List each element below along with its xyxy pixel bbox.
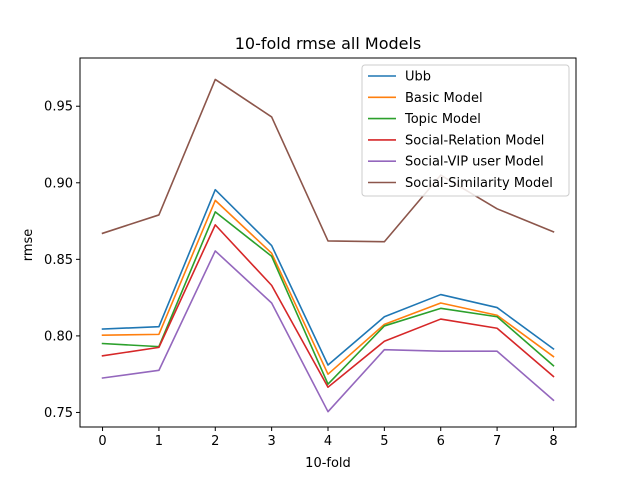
x-axis-label: 10-fold bbox=[305, 456, 351, 471]
legend: Ubb Basic Model Topic Model Social-Relation… bbox=[361, 64, 570, 197]
y-tick-label-0: 0.75 bbox=[44, 406, 73, 421]
x-tick-label-5: 5 bbox=[380, 434, 388, 449]
series-line-0 bbox=[101, 188, 555, 366]
x-tick-label-0: 0 bbox=[98, 434, 106, 449]
series-line-2 bbox=[101, 211, 555, 385]
legend-label-2: Topic Model bbox=[404, 112, 481, 127]
x-tick-label-3: 3 bbox=[267, 434, 275, 449]
y-axis-label: rmse bbox=[21, 229, 36, 262]
x-tick-label-2: 2 bbox=[211, 434, 219, 449]
chart-title: 10-fold rmse all Models bbox=[235, 34, 422, 53]
series-line-4 bbox=[101, 250, 555, 413]
legend-label-1: Basic Model bbox=[405, 91, 483, 106]
x-tick-label-4: 4 bbox=[324, 434, 332, 449]
series-line-1 bbox=[101, 199, 555, 375]
legend-label-4: Social-VIP user Model bbox=[405, 155, 544, 170]
x-tick-label-6: 6 bbox=[437, 434, 445, 449]
y-tick-label-1: 0.80 bbox=[44, 329, 73, 344]
plot-area: 0 1 2 3 4 5 6 7 8 0.75 0.80 0.85 0.90 0.95 bbox=[44, 57, 577, 449]
series-line-3 bbox=[101, 224, 555, 388]
legend-label-5: Social-Similarity Model bbox=[405, 176, 553, 191]
legend-label-0: Ubb bbox=[405, 70, 431, 85]
x-tick-label-8: 8 bbox=[549, 434, 557, 449]
y-tick-label-2: 0.85 bbox=[44, 253, 73, 268]
x-tick-label-1: 1 bbox=[155, 434, 163, 449]
legend-label-3: Social-Relation Model bbox=[405, 133, 544, 148]
y-tick-label-4: 0.95 bbox=[44, 100, 73, 115]
x-tick-label-7: 7 bbox=[493, 434, 501, 449]
y-tick-label-3: 0.90 bbox=[44, 176, 73, 191]
legend-box bbox=[361, 64, 570, 197]
series-line-5 bbox=[101, 78, 555, 243]
